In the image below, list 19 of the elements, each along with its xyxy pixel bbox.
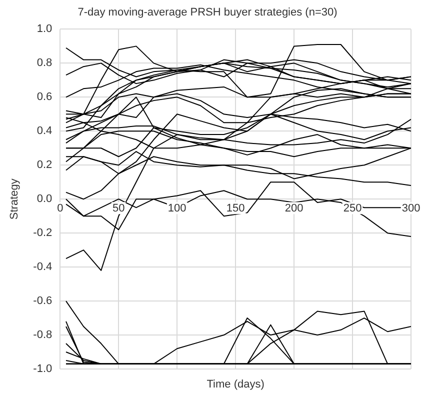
- y-tick-label: 0.6: [36, 91, 52, 104]
- y-tick-label: 0.8: [36, 57, 52, 70]
- y-tick-label: 0.0: [36, 193, 52, 206]
- x-tick-label: 200: [284, 202, 304, 215]
- y-tick-label: 0.2: [36, 159, 52, 172]
- y-axis-title: Strategy: [8, 178, 21, 220]
- y-tick-label: -0.4: [33, 261, 52, 274]
- y-tick-label: -0.6: [33, 295, 52, 308]
- x-tick-label: 50: [112, 202, 125, 215]
- x-tick-label: 250: [343, 202, 362, 215]
- x-tick-label: 150: [226, 202, 245, 215]
- x-axis-title: Time (days): [206, 378, 264, 391]
- y-tick-label: -1.0: [33, 363, 52, 376]
- y-tick-label: 1.0: [36, 23, 52, 36]
- y-tick-label: -0.2: [33, 227, 52, 240]
- y-tick-label: 0.4: [36, 125, 52, 138]
- y-tick-label: -0.8: [33, 329, 52, 342]
- chart-title: 7-day moving-average PRSH buyer strategies (n=30): [78, 6, 338, 19]
- x-tick-label: 0: [57, 202, 64, 215]
